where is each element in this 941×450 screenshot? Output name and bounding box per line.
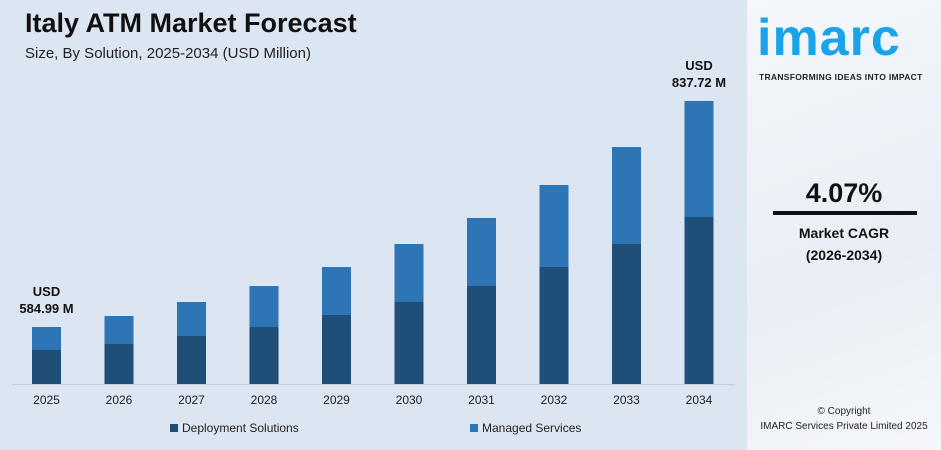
bar-deployment-2028 <box>249 327 279 384</box>
bar-managed-2032 <box>539 185 569 267</box>
bar-deployment-2032 <box>539 267 569 384</box>
sidebar: imarc TRANSFORMING IDEAS INTO IMPACT 4.0… <box>747 0 941 450</box>
x-tick-label: 2027 <box>178 393 205 407</box>
bar-deployment-2026 <box>104 344 134 384</box>
divider <box>773 211 917 215</box>
legend-managed: Managed Services <box>470 421 581 435</box>
bar-deployment-2033 <box>612 244 641 384</box>
chart-title: Italy ATM Market Forecast <box>25 8 357 38</box>
bar-managed-2033 <box>612 147 641 244</box>
bar-deployment-2027 <box>177 336 206 384</box>
cagr-period: (2026-2034) <box>805 247 883 263</box>
bar-managed-2030 <box>394 244 424 302</box>
bar-deployment-2030 <box>394 302 424 384</box>
data-label-2034: USD <box>685 58 712 73</box>
bar-deployment-2025 <box>32 350 61 384</box>
legend-deployment: Deployment Solutions <box>170 421 299 435</box>
bar-managed-2034 <box>684 101 714 217</box>
copyright: © Copyright <box>817 406 871 417</box>
data-label-2025: USD <box>33 284 60 299</box>
data-label-2025: 584.99 M <box>19 301 73 316</box>
legend-swatch <box>470 424 478 432</box>
legend-swatch <box>170 424 178 432</box>
x-tick-label: 2025 <box>33 393 60 407</box>
x-tick-label: 2029 <box>323 393 350 407</box>
cagr-label: Market CAGR <box>798 225 890 241</box>
x-tick-label: 2031 <box>468 393 495 407</box>
bar-managed-2028 <box>249 286 279 327</box>
x-tick-label: 2028 <box>251 393 278 407</box>
bar-deployment-2031 <box>467 286 496 384</box>
bar-managed-2026 <box>104 316 134 344</box>
legend-label: Managed Services <box>482 421 582 435</box>
bar-deployment-2034 <box>684 217 714 384</box>
data-label-2034: 837.72 M <box>672 75 726 90</box>
bar-chart: 2025 USD 584.99 M 2026 2027 2028 2029 2030 2031 2… <box>12 58 735 407</box>
x-tick-label: 2032 <box>541 393 568 407</box>
legend-label: Deployment Solutions <box>182 421 299 435</box>
bar-deployment-2029 <box>322 315 351 384</box>
bar-managed-2025 <box>32 327 61 350</box>
x-tick-label: 2033 <box>613 393 640 407</box>
bar-managed-2031 <box>467 218 496 286</box>
x-tick-label: 2030 <box>396 393 423 407</box>
chart-subtitle: Size, By Solution, 2025-2034 (USD Millio… <box>25 45 311 62</box>
x-tick-label: 2034 <box>686 393 713 407</box>
imarc-logo: imarc <box>757 9 901 67</box>
tagline: TRANSFORMING IDEAS INTO IMPACT <box>759 72 923 82</box>
bar-managed-2027 <box>177 302 206 336</box>
company-name: IMARC Services Private Limited 2025 <box>760 421 928 432</box>
bar-managed-2029 <box>322 267 351 315</box>
cagr-value: 4.07% <box>805 178 883 208</box>
x-tick-label: 2026 <box>106 393 133 407</box>
